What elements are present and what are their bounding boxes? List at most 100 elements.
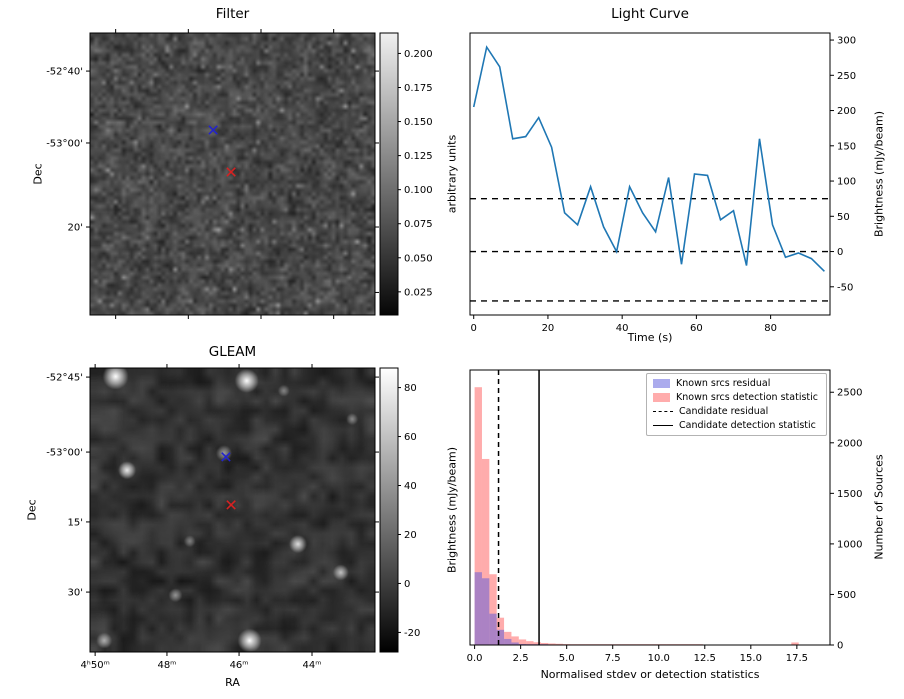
tick-label: -20 xyxy=(404,628,420,639)
histogram-bar xyxy=(518,643,527,645)
histogram-ylabel: Number of Sources xyxy=(872,454,886,560)
histogram-bar xyxy=(658,644,667,645)
tick-label: 48ᵐ xyxy=(157,660,176,671)
gleam-colorbar-label: Brightness (mJy/beam) xyxy=(445,446,459,574)
histogram-bar xyxy=(644,644,652,645)
histogram-bar xyxy=(688,644,696,645)
tick-label: 20' xyxy=(68,223,83,234)
histogram-bar xyxy=(651,644,659,645)
tick-label: 17.5 xyxy=(786,653,808,664)
tick-label: 100 xyxy=(837,177,856,188)
tick-label: 500 xyxy=(837,590,856,601)
gleam-xlabel: RA xyxy=(225,676,240,689)
legend-solid-line-icon xyxy=(653,425,673,426)
filter-colorbar xyxy=(380,33,398,315)
histogram-bar xyxy=(570,644,578,645)
tick-label: 0.0 xyxy=(467,653,483,664)
legend-item: Known srcs residual xyxy=(653,378,818,389)
tick-label: 1000 xyxy=(837,539,862,550)
legend-patch-icon xyxy=(653,379,670,388)
tick-label: 4ʰ50ᵐ xyxy=(80,660,109,671)
tick-label: 0 xyxy=(404,579,410,590)
histogram-bar xyxy=(511,642,519,645)
tick-label: 0 xyxy=(837,641,843,652)
tick-label: 10.0 xyxy=(648,653,670,664)
legend-item: Known srcs detection statistic xyxy=(653,392,818,403)
tick-label: 40 xyxy=(404,481,417,492)
legend-label: Candidate residual xyxy=(679,406,769,417)
histogram-bar xyxy=(474,572,482,645)
filter-image xyxy=(90,33,375,315)
gleam-image xyxy=(90,368,375,652)
histogram-bar xyxy=(680,644,689,645)
tick-label: 7.5 xyxy=(605,653,621,664)
filter-title: Filter xyxy=(215,6,250,22)
histogram-bar xyxy=(585,644,593,645)
histogram-bar xyxy=(474,387,482,645)
gleam-title: GLEAM xyxy=(208,344,257,360)
histogram-bar xyxy=(496,617,505,645)
histogram-bar xyxy=(555,643,563,645)
tick-label: 0.175 xyxy=(404,83,433,94)
tick-label: 15' xyxy=(68,517,83,528)
tick-label: 12.5 xyxy=(694,653,716,664)
histogram-bar xyxy=(526,641,534,645)
histogram-bar xyxy=(481,578,490,645)
histogram-bar xyxy=(629,644,637,645)
histogram-bar xyxy=(666,644,674,645)
histogram-bar xyxy=(636,644,645,645)
histogram-bar xyxy=(599,644,608,645)
light-curve-frame xyxy=(469,32,831,316)
legend-label: Candidate detection statistic xyxy=(679,420,816,431)
filter-ylabel: Dec xyxy=(31,163,45,185)
tick-label: 30' xyxy=(68,588,83,599)
tick-label: 0 xyxy=(837,247,843,258)
tick-label: 2000 xyxy=(837,438,862,449)
tick-label: 0.050 xyxy=(404,253,433,264)
tick-label: -53°00' xyxy=(46,448,83,459)
histogram-bar xyxy=(489,574,497,645)
tick-label: 20 xyxy=(404,530,417,541)
tick-label: 46ᵐ xyxy=(230,660,249,671)
tick-label: 150 xyxy=(837,141,856,152)
legend-label: Known srcs residual xyxy=(676,378,771,389)
tick-label: 2500 xyxy=(837,388,862,399)
histogram-bar xyxy=(607,644,615,645)
light-curve-title: Light Curve xyxy=(611,6,689,22)
histogram-bar xyxy=(614,644,622,645)
tick-label: 5.0 xyxy=(559,653,575,664)
tick-label: 0.025 xyxy=(404,287,433,298)
histogram-bar xyxy=(526,644,534,645)
tick-label: 15.0 xyxy=(740,653,762,664)
tick-label: 2.5 xyxy=(513,653,529,664)
tick-label: -50 xyxy=(837,282,853,293)
tick-label: 50 xyxy=(837,212,850,223)
tick-label: 44ᵐ xyxy=(303,660,322,671)
light-curve-xlabel: Time (s) xyxy=(627,331,673,344)
histogram-bar xyxy=(481,458,490,645)
histogram-bar xyxy=(504,638,512,645)
tick-label: 60 xyxy=(404,432,417,443)
histogram-bar xyxy=(577,644,586,645)
legend-label: Known srcs detection statistic xyxy=(676,392,818,403)
tick-label: 0.125 xyxy=(404,151,433,162)
histogram-bar xyxy=(496,629,505,645)
legend: Known srcs residual Known srcs detection … xyxy=(646,373,827,436)
tick-label: 0.150 xyxy=(404,117,433,128)
histogram-bar xyxy=(504,631,512,645)
histogram-xlabel: Normalised stdev or detection statistics xyxy=(540,668,760,681)
legend-item: Candidate detection statistic xyxy=(653,420,818,431)
histogram-bar xyxy=(540,644,549,645)
tick-label: 300 xyxy=(837,36,856,47)
tick-label: 80 xyxy=(404,383,417,394)
tick-label: -52°40' xyxy=(46,67,83,78)
histogram-bar xyxy=(791,642,799,645)
tick-label: -52°45' xyxy=(46,373,83,384)
histogram-bar xyxy=(511,636,519,645)
tick-label: 1500 xyxy=(837,489,862,500)
gleam-colorbar xyxy=(380,368,398,652)
histogram-bar xyxy=(518,639,527,645)
histogram-bar xyxy=(489,613,497,645)
histogram-bar xyxy=(673,644,681,645)
tick-label: 250 xyxy=(837,71,856,82)
